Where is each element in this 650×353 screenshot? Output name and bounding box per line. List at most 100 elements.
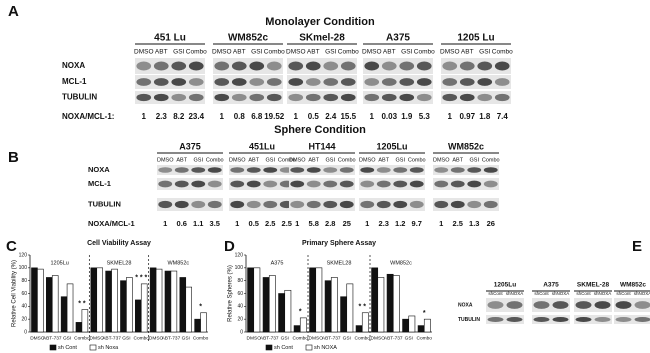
- lane-label: shNOXA: [552, 291, 570, 296]
- x-tick-label: Combo: [74, 335, 90, 341]
- blot-band: [494, 78, 510, 86]
- row-label: TUBULIN: [88, 199, 121, 208]
- blot-band: [158, 180, 173, 188]
- blot-band: [306, 180, 321, 188]
- bar: [31, 267, 38, 333]
- blot-band: [467, 180, 482, 188]
- blot-band: [477, 78, 493, 86]
- bar: [120, 280, 127, 333]
- ratio-value: 15.5: [340, 112, 356, 121]
- blot-band: [263, 180, 278, 188]
- blot-band: [494, 61, 510, 71]
- blot-band: [305, 93, 321, 102]
- lane-label: ABT: [308, 157, 319, 163]
- bar: [417, 325, 425, 333]
- blot-band: [450, 180, 465, 188]
- blot-band: [339, 200, 354, 209]
- blot-strip: [486, 315, 524, 324]
- blot-band: [533, 316, 550, 323]
- bar: [155, 268, 163, 333]
- lane-label: ABT: [307, 49, 320, 56]
- blot-strip: [363, 58, 433, 74]
- bar: [51, 275, 59, 333]
- row-label: MCL-1: [62, 77, 87, 86]
- legend-label: sh NOXA: [314, 345, 337, 351]
- blot-band: [487, 316, 504, 323]
- blot-band: [174, 200, 189, 209]
- blot-band: [323, 180, 338, 188]
- blot-strip: [229, 178, 295, 190]
- group-label: 1205Lu: [494, 282, 516, 289]
- blot-band: [533, 301, 550, 309]
- blot-band: [459, 93, 475, 102]
- bar: [46, 277, 53, 333]
- ratio-value: 1: [220, 112, 225, 121]
- group-label: SKmel-28: [299, 33, 345, 44]
- blot-band: [634, 316, 650, 323]
- blot-strip: [359, 178, 425, 190]
- lane-label: Combo: [408, 157, 426, 163]
- lane-label: GSI: [194, 157, 204, 163]
- blot-band: [381, 78, 397, 86]
- blot-band: [191, 200, 206, 209]
- ratio-value: 1.8: [479, 112, 491, 121]
- ratio-value: 3.5: [210, 219, 220, 228]
- blot-band: [174, 167, 189, 173]
- bar: [284, 289, 292, 333]
- y-tick-label: 80: [237, 278, 243, 284]
- lane-label: DMSO: [286, 49, 306, 56]
- y-axis-label: Relative Spheres (%): [228, 265, 234, 322]
- bar: [268, 275, 276, 333]
- chart-title: Cell Viability Assay: [87, 240, 151, 247]
- bar: [386, 273, 394, 333]
- blot-band: [214, 93, 230, 102]
- blot-band: [467, 167, 482, 173]
- lane-label: ABT: [461, 49, 474, 56]
- lane-label: Combo: [338, 49, 359, 56]
- lane-label: shNOXA: [506, 291, 524, 296]
- y-tick-label: 0: [24, 329, 27, 335]
- ratio-value: 1: [439, 219, 443, 228]
- bar: [408, 315, 416, 333]
- bar: [105, 270, 112, 333]
- y-tick-label: 60: [21, 291, 27, 297]
- blot-band: [231, 78, 247, 86]
- group-label: A375: [386, 33, 410, 44]
- x-tick-label: DMSO: [247, 335, 262, 341]
- blot-band: [136, 61, 152, 71]
- ratio-value: 1: [370, 112, 375, 121]
- group-label: HT144: [308, 141, 335, 151]
- blot-band: [290, 167, 305, 173]
- ratio-value: 1.1: [193, 219, 203, 228]
- blot-band: [249, 61, 265, 71]
- y-axis-label: Relative Cell Viability (%): [12, 260, 18, 327]
- bar: [423, 318, 431, 333]
- blot-strip: [229, 165, 295, 175]
- blot-band: [339, 167, 354, 173]
- blot-band: [575, 301, 592, 309]
- significance: *: [199, 304, 202, 311]
- blot-band: [305, 78, 321, 86]
- bar: [299, 317, 307, 333]
- group-label: WM852c: [448, 141, 484, 151]
- significance: * * *: [135, 275, 147, 282]
- blot-band: [615, 301, 632, 309]
- blot-band: [214, 61, 230, 71]
- group-label: WM852c: [167, 260, 189, 266]
- bar: [377, 277, 385, 333]
- panel-label: C: [6, 238, 17, 255]
- x-tick-label: DMSO: [90, 335, 105, 341]
- x-tick-label: Combo: [293, 335, 309, 341]
- blot-band: [399, 78, 415, 86]
- lane-label: DMSO: [433, 157, 450, 163]
- panel-label: D: [224, 238, 235, 255]
- x-tick-label: GSI: [63, 335, 71, 341]
- x-tick-label: DMSO: [30, 335, 45, 341]
- blot-band: [323, 93, 339, 102]
- x-tick-label: GSI: [281, 335, 289, 341]
- x-tick-label: Combo: [355, 335, 371, 341]
- bar: [66, 283, 74, 333]
- blot-band: [364, 93, 380, 102]
- row-label: NOXA: [88, 165, 110, 174]
